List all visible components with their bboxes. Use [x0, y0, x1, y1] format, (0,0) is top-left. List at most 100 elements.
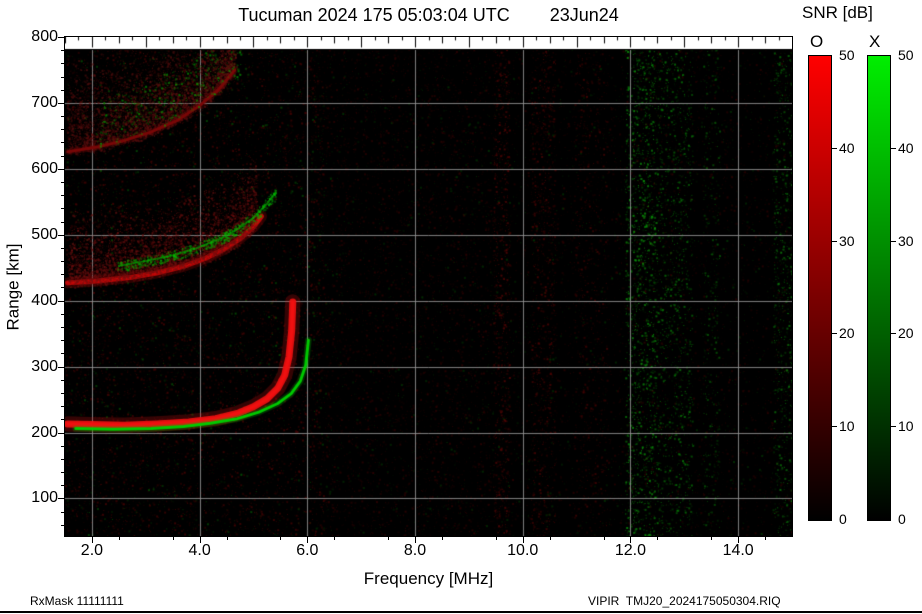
y-minor-tick-mark	[61, 50, 64, 51]
y-minor-tick-mark	[61, 274, 64, 275]
colorbar-tick-mark	[891, 426, 896, 427]
y-tick-label: 500	[31, 225, 58, 243]
x-tick-label: 10.0	[507, 542, 539, 559]
plot-frame	[64, 36, 793, 537]
x-minor-tick-mark	[173, 537, 174, 540]
colorbar-tick-mark	[832, 333, 837, 334]
y-tick-label: 100	[31, 489, 58, 507]
y-tick-mark	[58, 367, 64, 368]
x-tick-label: 6.0	[296, 542, 319, 559]
colorbar-tick-label: 20	[839, 325, 855, 342]
colorbar-o-gradient	[808, 55, 832, 521]
colorbar-tick-mark	[891, 148, 896, 149]
y-minor-tick-mark	[61, 90, 64, 91]
y-minor-tick-mark	[61, 485, 64, 486]
y-minor-tick-mark	[61, 261, 64, 262]
x-minor-tick-mark	[711, 537, 712, 540]
x-tick-mark	[738, 537, 739, 543]
colorbar-x-gradient	[867, 55, 891, 521]
y-minor-tick-mark	[61, 406, 64, 407]
x-minor-tick-mark	[442, 537, 443, 540]
y-tick-label: 800	[31, 28, 58, 45]
y-tick-mark	[58, 235, 64, 236]
y-minor-tick-mark	[61, 472, 64, 473]
x-tick-label: 12.0	[614, 542, 646, 559]
x-minor-tick-mark	[550, 537, 551, 540]
colorbar-tick-mark	[832, 241, 837, 242]
x-minor-tick-mark	[280, 537, 281, 540]
colorbar-tick-label: 0	[898, 511, 906, 527]
plot-title-row: Tucuman 2024 175 05:03:04 UTC 23Jun24	[65, 5, 792, 26]
y-tick-label: 200	[31, 423, 58, 441]
colorbar-mode-label: O	[810, 32, 824, 51]
x-tick-mark	[415, 537, 416, 543]
x-minor-tick-mark	[604, 537, 605, 540]
colorbar-tick-label: 20	[898, 325, 914, 342]
x-tick-label: 4.0	[188, 542, 211, 559]
y-tick-label: 700	[31, 93, 58, 111]
colorbar-tick-mark	[891, 241, 896, 242]
y-tick-label: 600	[31, 159, 58, 177]
y-minor-tick-mark	[61, 459, 64, 460]
x-minor-tick-mark	[388, 537, 389, 540]
colorbar-tick-label: 30	[898, 232, 914, 249]
y-minor-tick-mark	[61, 129, 64, 130]
plot-title: Tucuman 2024 175 05:03:04 UTC	[238, 5, 510, 25]
colorbar-tick-label: 50	[839, 47, 855, 63]
x-tick-mark	[307, 537, 308, 543]
colorbar-tick-label: 10	[839, 418, 855, 435]
y-minor-tick-mark	[61, 327, 64, 328]
y-tick-mark	[58, 301, 64, 302]
y-minor-tick-mark	[61, 512, 64, 513]
colorbar-tick-mark	[832, 426, 837, 427]
colorbar-tick-label: 10	[898, 418, 914, 435]
y-minor-tick-mark	[61, 340, 64, 341]
x-axis-label: Frequency [MHz]	[363, 569, 494, 588]
y-tick-mark	[58, 103, 64, 104]
x-minor-tick-mark	[765, 537, 766, 540]
y-minor-tick-mark	[61, 525, 64, 526]
plot-date: 23Jun24	[549, 5, 619, 25]
x-tick-mark	[200, 537, 201, 543]
y-axis-label: Range [km]	[3, 243, 22, 330]
colorbar-tick-label: 40	[898, 139, 914, 156]
y-minor-tick-mark	[61, 287, 64, 288]
x-minor-tick-mark	[119, 537, 120, 540]
colorbar-title: SNR [dB]	[802, 3, 873, 22]
y-minor-tick-mark	[61, 156, 64, 157]
x-minor-tick-mark	[657, 537, 658, 540]
x-tick-mark	[523, 537, 524, 543]
y-minor-tick-mark	[61, 77, 64, 78]
y-minor-tick-mark	[61, 314, 64, 315]
y-minor-tick-mark	[61, 116, 64, 117]
footer-rxmask: RxMask 11111111	[30, 594, 124, 608]
x-tick-label: 8.0	[403, 542, 427, 559]
x-tick-mark	[630, 537, 631, 543]
y-tick-mark	[58, 37, 64, 38]
y-minor-tick-mark	[61, 393, 64, 394]
x-tick-mark	[92, 537, 93, 543]
y-minor-tick-mark	[61, 446, 64, 447]
x-minor-tick-mark	[496, 537, 497, 540]
x-tick-label: 2.0	[80, 542, 104, 559]
y-minor-tick-mark	[61, 353, 64, 354]
y-tick-mark	[58, 498, 64, 499]
colorbar-tick-label: 40	[839, 139, 855, 156]
y-tick-mark	[58, 433, 64, 434]
y-tick-label: 400	[31, 291, 58, 309]
y-tick-mark	[58, 169, 64, 170]
y-minor-tick-mark	[61, 222, 64, 223]
y-minor-tick-mark	[61, 182, 64, 183]
colorbar-tick-label: 0	[839, 511, 847, 527]
y-minor-tick-mark	[61, 380, 64, 381]
colorbar-tick-mark	[832, 148, 837, 149]
x-tick-label: 14.0	[722, 542, 754, 559]
y-minor-tick-mark	[61, 142, 64, 143]
y-minor-tick-mark	[61, 419, 64, 420]
x-minor-tick-mark	[227, 537, 228, 540]
colorbar-mode-label: X	[869, 32, 881, 51]
colorbar-tick-label: 50	[898, 47, 914, 63]
y-tick-label: 300	[31, 357, 58, 375]
colorbar-tick-label: 30	[839, 232, 855, 249]
